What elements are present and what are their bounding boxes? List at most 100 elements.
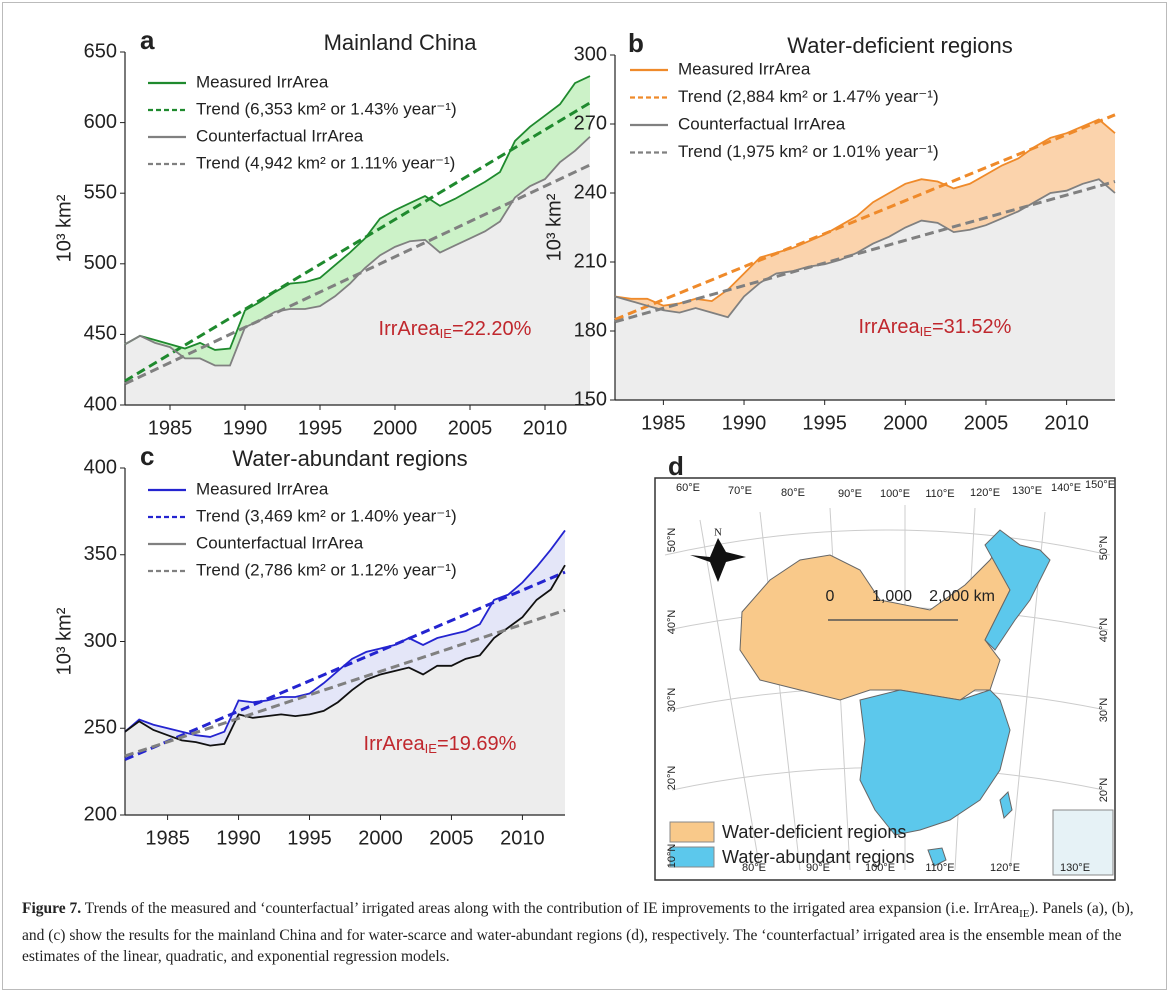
x-tick-label: 1985 (148, 417, 193, 439)
legend-label: Trend (2,786 km² or 1.12% year⁻¹) (196, 560, 457, 579)
y-tick-label: 400 (84, 456, 117, 478)
trend-line (124, 570, 566, 761)
y-tick-label: 240 (574, 181, 607, 203)
chart-title: Water-deficient regions (787, 33, 1012, 58)
compass (690, 538, 746, 582)
y-tick-label: 400 (84, 393, 117, 415)
annotation-subscript: IE (425, 741, 438, 756)
panel-label: a (140, 25, 155, 55)
lat-label: 20°N (666, 766, 678, 791)
panel: 200 250 300 350 400 1985 1990 1995 2000 2005 2010 M… (53, 441, 566, 849)
x-tick-label: 2010 (523, 417, 568, 439)
lat-label: 40°N (1098, 618, 1110, 643)
x-tick-label: 1995 (287, 827, 332, 849)
lon-label: 80°E (742, 862, 766, 874)
y-tick-label: 150 (574, 388, 607, 410)
annotation-text: =31.52% (932, 316, 1012, 338)
x-tick-label: 1990 (722, 412, 767, 434)
island (999, 791, 1013, 819)
caption: Figure 7. Trends of the measured and ‘co… (22, 898, 1147, 967)
lon-label: 90°E (838, 488, 862, 500)
y-axis-label: 10³ km² (53, 194, 75, 262)
legend-label: Counterfactual IrrArea (196, 126, 364, 145)
x-tick-label: 1990 (223, 417, 268, 439)
legend-label: Trend (1,975 km² or 1.01% year⁻¹) (678, 142, 939, 161)
y-tick-label: 350 (84, 543, 117, 565)
lon-label: 70°E (728, 485, 752, 497)
y-tick-label: 210 (574, 250, 607, 272)
panel: 150 180 210 240 270 300 1985 1990 1995 2000 2005 20… (543, 28, 1116, 434)
annotation-text: IrrArea (364, 733, 426, 755)
lon-label: 120°E (990, 862, 1020, 874)
legend-label: Trend (2,884 km² or 1.47% year⁻¹) (678, 87, 939, 106)
y-tick-label: 600 (84, 111, 117, 133)
caption-label: Figure 7. (22, 900, 82, 917)
panel-label: d (668, 451, 684, 481)
caption-subscript: IE (1019, 908, 1030, 921)
lat-label: 30°N (666, 688, 678, 713)
trend-line (124, 101, 591, 383)
legend-label: Counterfactual IrrArea (196, 533, 364, 552)
lat-label: 30°N (1098, 698, 1110, 723)
y-tick-label: 250 (84, 717, 117, 739)
y-tick-label: 270 (574, 112, 607, 134)
y-tick-label: 500 (84, 252, 117, 274)
chart-title: Mainland China (324, 30, 478, 55)
lon-label: 120°E (970, 487, 1000, 499)
annotation-subscript: IE (440, 326, 453, 341)
x-tick-label: 1985 (641, 412, 686, 434)
legend-label: Trend (6,353 km² or 1.43% year⁻¹) (196, 99, 457, 118)
island (927, 847, 947, 867)
scale-label: 2,000 km (929, 588, 995, 605)
chart-title: Water-abundant regions (232, 446, 467, 471)
legend-label: Measured IrrArea (196, 479, 329, 498)
x-tick-label: 1995 (298, 417, 343, 439)
x-tick-label: 2000 (373, 417, 418, 439)
x-tick-label: 2005 (964, 412, 1009, 434)
x-tick-label: 2010 (500, 827, 545, 849)
x-tick-label: 1985 (145, 827, 190, 849)
legend-label: Measured IrrArea (196, 72, 329, 91)
panel: 400 450 500 550 600 650 1985 1990 1995 2000 2005 20… (53, 25, 591, 439)
water-abundant-region (984, 529, 1051, 651)
legend-label: Water-deficient regions (722, 822, 906, 842)
legend-swatch (669, 846, 715, 868)
lon-label: 130°E (1060, 862, 1090, 874)
figure: d N 0 1,000 2,000 km Water-deficient reg… (53, 25, 1116, 881)
water-abundant-region (859, 689, 1011, 836)
annotation-text: IrrArea (859, 316, 921, 338)
x-tick-label: 1990 (216, 827, 261, 849)
annotation-text: =19.69% (437, 733, 517, 755)
inset-map (1052, 809, 1114, 876)
y-tick-label: 450 (84, 323, 117, 345)
annotation-subscript: IE (920, 324, 933, 339)
legend-label: Water-abundant regions (722, 847, 914, 867)
legend-swatch (669, 821, 715, 843)
legend-label: Measured IrrArea (678, 59, 811, 78)
lat-label: 10°N (666, 844, 678, 869)
caption-text: Trends of the measured and ‘counterfactu… (81, 900, 1020, 917)
lon-label: 110°E (925, 488, 954, 500)
lat-label: 40°N (666, 610, 678, 635)
annotation: IrrAreaIE=31.52% (859, 316, 1012, 339)
north-label: N (714, 527, 722, 539)
x-tick-label: 1995 (802, 412, 847, 434)
annotation: IrrAreaIE=22.20% (379, 318, 532, 341)
map-panel: d N 0 1,000 2,000 km Water-deficient reg… (654, 451, 1116, 881)
lon-label: 100°E (880, 488, 910, 500)
lon-label: 80°E (781, 487, 805, 499)
trend-line (614, 180, 1116, 324)
legend-label: Trend (3,469 km² or 1.40% year⁻¹) (196, 506, 457, 525)
y-tick-label: 180 (574, 319, 607, 341)
counterfactual-area (125, 565, 565, 815)
y-tick-label: 300 (574, 43, 607, 65)
x-tick-label: 2000 (883, 412, 928, 434)
counterfactual-area (615, 179, 1115, 400)
annotation-text: IrrArea (379, 318, 441, 340)
lat-label: 20°N (1098, 778, 1110, 803)
scale-label: 0 (826, 588, 835, 605)
x-tick-label: 2000 (358, 827, 403, 849)
trend-line (124, 163, 591, 386)
panel-label: b (628, 28, 644, 58)
y-tick-label: 550 (84, 181, 117, 203)
